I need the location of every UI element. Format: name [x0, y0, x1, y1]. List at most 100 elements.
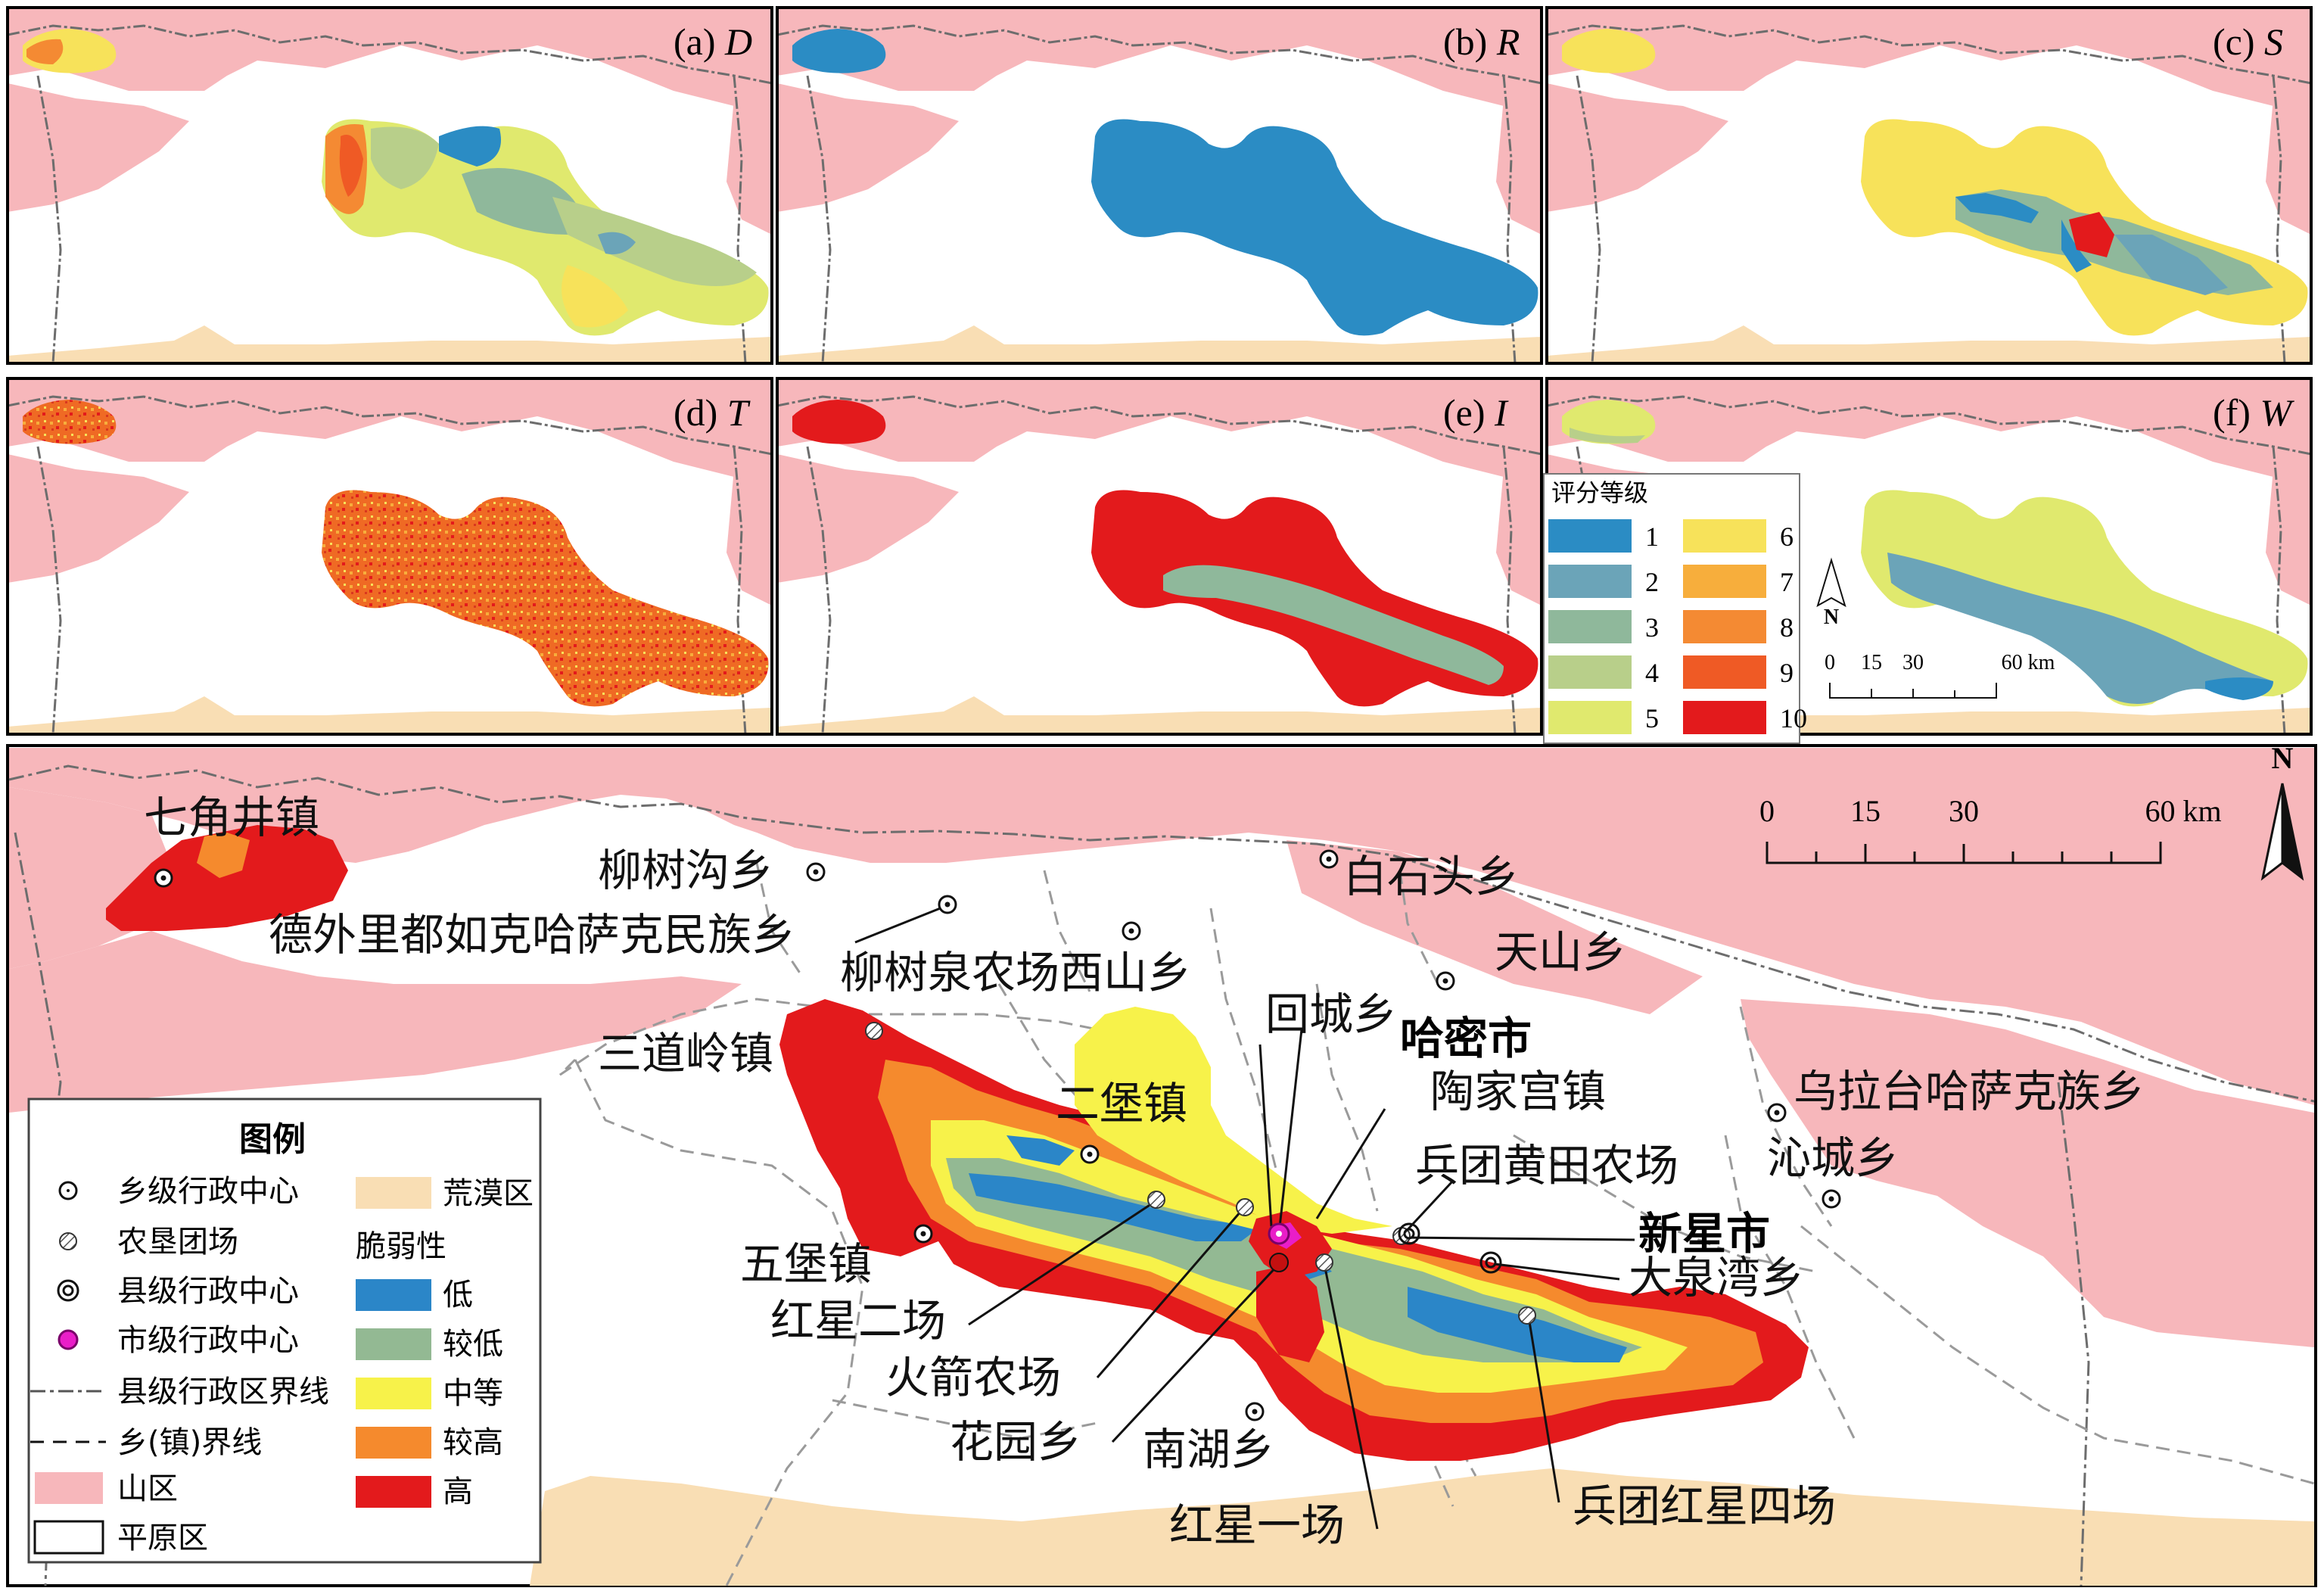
desert-area-swatch: [356, 1177, 431, 1209]
desert-area: [530, 1468, 2314, 1586]
mountain-area-east: [1741, 999, 2314, 1347]
vulnerability-higher-swatch: [356, 1427, 431, 1459]
panel-c-label: (c) S: [2213, 20, 2283, 63]
county-center-icon: [57, 1279, 79, 1302]
grade-8-swatch: [1683, 610, 1766, 643]
vulnerability-medium-swatch: [356, 1378, 431, 1409]
place-label: 大泉湾乡: [1629, 1252, 1804, 1303]
grade-1-label: 1: [1645, 522, 1659, 552]
city-center-legend-icon: [58, 1329, 79, 1350]
legend-vuln-lower: 较低: [443, 1327, 503, 1362]
legend-vuln-higher: 较高: [443, 1425, 503, 1460]
main-scale-bar: 0 15 30 60 km: [1759, 794, 2222, 864]
grade-9-label: 9: [1780, 658, 1794, 688]
legend-vuln-low: 低: [443, 1278, 473, 1312]
place-label: 新星市: [1638, 1208, 1770, 1259]
grade-8-label: 8: [1780, 612, 1794, 643]
grade-legend-title: 评分等级: [1551, 478, 1648, 507]
panel-e: (e) I: [776, 377, 1543, 736]
plain-area-swatch: [33, 1520, 104, 1555]
grade-10-label: 10: [1780, 703, 1807, 733]
panel-b: (b) R: [776, 6, 1543, 365]
place-label: 三道岭镇: [598, 1028, 773, 1079]
legend-label-farm: 农垦团场: [117, 1225, 238, 1259]
grade-7-swatch: [1683, 565, 1766, 598]
county-centers: [1398, 1222, 1502, 1274]
mountain-area-swatch: [35, 1472, 103, 1504]
grade-6-label: 6: [1780, 522, 1794, 552]
grade-6-swatch: [1683, 519, 1766, 553]
main-scale-label-15: 15: [1850, 794, 1881, 828]
mountain-area-tianshan: [1286, 840, 1703, 1014]
legend-label-county: 县级行政中心: [117, 1274, 299, 1309]
grade-5-swatch: [1548, 701, 1632, 734]
vulnerability-lower-swatch: [356, 1328, 431, 1360]
grade-9-swatch: [1683, 655, 1766, 689]
panel-f-scale: N 0 15 30 60 km: [1816, 557, 2055, 699]
legend-vuln-high: 高: [443, 1474, 473, 1509]
mountain-area-west-big: [9, 931, 742, 1113]
place-label: 兵团红星四场: [1573, 1480, 1836, 1532]
grade-2-label: 2: [1645, 567, 1659, 597]
vulnerability-high-swatch: [356, 1476, 431, 1508]
place-label: 兵团黄田农场: [1415, 1140, 1678, 1191]
farm-regiment-icon: [59, 1232, 77, 1250]
mountain-area: [9, 748, 2314, 1105]
place-label: 五堡镇: [740, 1238, 872, 1290]
panel-e-label: (e) I: [1443, 391, 1509, 434]
panel-d: (d) T: [6, 377, 773, 736]
main-north-label: N: [2272, 741, 2294, 775]
place-label: 乌拉台哈萨克族乡: [1794, 1066, 2145, 1117]
place-label: 天山乡: [1495, 926, 1626, 978]
place-label: 花园乡: [950, 1416, 1081, 1468]
panel-f-scale-15: 15: [1861, 651, 1882, 674]
grade-7-label: 7: [1780, 567, 1794, 597]
main-scale-label-60: 60 km: [2145, 794, 2221, 828]
place-label: 沁城乡: [1767, 1132, 1899, 1184]
panel-f-scale-0: 0: [1825, 651, 1835, 674]
grade-2-swatch: [1548, 565, 1632, 598]
grade-3-swatch: [1548, 610, 1632, 643]
place-label: 柳树泉农场西山乡: [840, 947, 1191, 998]
panel-a-label: (a) D: [674, 20, 752, 63]
panel-f-north-label: N: [1824, 606, 1839, 629]
place-label: 南湖乡: [1143, 1424, 1274, 1475]
legend-label-plain: 平原区: [117, 1521, 208, 1555]
small-panels: (a) D (b) R (c) S (d) T (e) I (f) W: [6, 6, 2313, 736]
panel-c: (c) S: [1545, 6, 2313, 365]
place-label: 柳树沟乡: [598, 845, 773, 896]
panel-f-scale-30: 30: [1902, 651, 1924, 674]
place-label: 七角井镇: [144, 792, 319, 843]
place-label: 哈密市: [1400, 1013, 1532, 1064]
place-label: 红星二场: [770, 1295, 946, 1347]
legend-label-county-boundary: 县级行政区界线: [117, 1375, 329, 1409]
panel-f-label: (f) W: [2213, 391, 2294, 434]
panel-a: (a) D: [6, 6, 773, 365]
main-scale-label-0: 0: [1759, 794, 1775, 828]
legend-vuln-medium: 中等: [443, 1376, 503, 1411]
legend-label-mountain: 山区: [117, 1471, 178, 1506]
grade-4-label: 4: [1645, 658, 1659, 688]
grade-4-swatch: [1548, 655, 1632, 689]
legend-label-city: 市级行政中心: [117, 1323, 299, 1358]
legend-label-township-boundary: 乡(镇)界线: [117, 1425, 262, 1460]
qijiaojing-zone: [106, 825, 348, 931]
panel-b-label: (b) R: [1443, 20, 1520, 63]
legend-title: 图例: [239, 1120, 306, 1159]
vulnerability-zones: [106, 825, 1809, 1461]
place-label: 陶家宫镇: [1430, 1066, 1606, 1117]
vulnerability-low-swatch: [356, 1279, 431, 1311]
grade-3-label: 3: [1645, 612, 1659, 643]
legend-vulnerability-title: 脆弱性: [356, 1229, 446, 1264]
place-label: 二堡镇: [1056, 1078, 1187, 1129]
grade-1-swatch: [1548, 519, 1632, 553]
legend-label-desert: 荒漠区: [443, 1176, 534, 1211]
panel-f-north-icon: [1816, 557, 1846, 608]
map-legend: 图例 乡级行政中心 农垦团场 县级行政中心 市级行政中心 县级行政区界线 乡(镇…: [27, 1098, 542, 1564]
place-label: 德外里都如克哈萨克民族乡: [269, 909, 795, 961]
place-label: 白石头乡: [1343, 851, 1519, 902]
grade-5-label: 5: [1645, 703, 1659, 733]
